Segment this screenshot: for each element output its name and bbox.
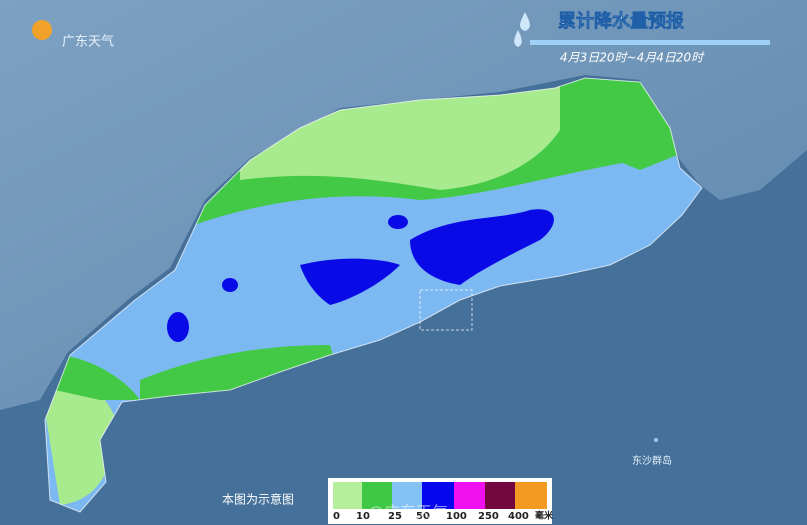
legend-labels: 0 10 25 50 100 250 400 — [333, 511, 529, 522]
legend-level: 0 — [333, 511, 340, 522]
legend-level: 400 — [508, 511, 529, 522]
legend: 0 10 25 50 100 250 400 毫米 — [328, 478, 554, 524]
legend-swatch — [422, 482, 454, 509]
hk-macao-box — [419, 289, 473, 331]
rain-50-100 — [410, 209, 554, 285]
legend-swatch — [392, 482, 422, 509]
province-border — [44, 77, 703, 513]
rain-10-25 — [560, 80, 690, 170]
rain-50-100 — [388, 215, 408, 229]
logo-sun — [32, 20, 52, 40]
island-label: 东沙群岛 — [632, 454, 672, 467]
legend-swatch — [515, 482, 547, 509]
rain-10-25 — [140, 345, 340, 400]
legend-level: 50 — [416, 511, 430, 522]
island — [654, 438, 658, 442]
legend-level: 100 — [446, 511, 467, 522]
title-bar — [530, 40, 770, 45]
rain-50-100 — [300, 258, 400, 305]
period: 4月3日20时~4月4日20时 — [560, 51, 705, 65]
legend-swatch — [362, 482, 392, 509]
legend-swatch — [485, 482, 515, 509]
logo-text: 广东天气 — [62, 34, 114, 50]
rain-0-10 — [45, 378, 120, 505]
legend-swatch — [454, 482, 485, 509]
note: 本图为示意图 — [222, 492, 294, 507]
legend-unit: 毫米 — [535, 510, 554, 522]
rain-10-25 — [55, 355, 140, 400]
drop-icon — [514, 12, 530, 47]
legend-level: 250 — [478, 511, 499, 522]
neighbor-land — [0, 0, 807, 410]
legend-level: 10 — [356, 511, 370, 522]
watermark: @广东天气 — [368, 503, 448, 522]
legend-swatch — [333, 482, 362, 509]
rain-50-100 — [167, 312, 189, 342]
title: 累计降水量预报 — [558, 10, 684, 32]
legend-level: 25 — [388, 511, 402, 522]
rain-50-100 — [222, 278, 238, 292]
